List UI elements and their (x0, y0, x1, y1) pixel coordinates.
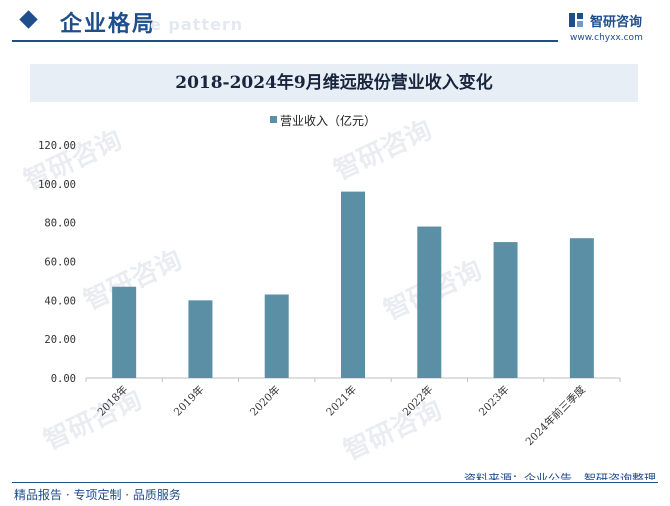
chart-title: 2018-2024年9月维远股份营业收入变化 (175, 73, 493, 93)
x-tick-label: 2018年 (95, 383, 131, 419)
brand-logo-icon (569, 13, 583, 27)
y-tick-label: 100.00 (38, 179, 76, 191)
bar (188, 300, 213, 378)
x-tick-label: 2021年 (324, 383, 360, 419)
bar (264, 294, 289, 378)
brand-url: www.chyxx.com (570, 33, 643, 43)
y-tick-label: 120.00 (38, 140, 76, 152)
footer: 精品报告 · 专项定制 · 品质服务 (0, 480, 670, 506)
bar (569, 238, 594, 378)
y-tick-label: 0.00 (51, 373, 76, 385)
y-tick-label: 80.00 (44, 218, 76, 230)
x-axis: 2018年 2019年 2020年 2021年 2022年 2023年 2024年前三季度 (85, 377, 621, 449)
section-subtitle-ghost: e pattern (150, 15, 244, 34)
x-tick-label: 2023年 (476, 383, 512, 419)
chart-title-band: 2018-2024年9月维远股份营业收入变化 (30, 64, 638, 102)
y-tick-label: 60.00 (44, 257, 76, 269)
bar-chart: 120.00 100.00 80.00 60.00 40.00 20.00 0.00 201… (38, 140, 621, 449)
header: 企业格局 e pattern 智研咨询 www.chyxx.com (0, 0, 670, 44)
footer-slogan: 精品报告 · 专项定制 · 品质服务 (14, 488, 181, 502)
bar (417, 226, 442, 378)
legend-swatch (270, 116, 277, 123)
brand-block: 智研咨询 www.chyxx.com (568, 11, 663, 45)
x-tick-label: 2024年前三季度 (523, 383, 589, 449)
bar (493, 242, 518, 378)
y-axis: 120.00 100.00 80.00 60.00 40.00 20.00 0.00 (38, 140, 76, 385)
x-tick-label: 2020年 (247, 383, 283, 419)
x-tick-label: 2019年 (171, 383, 207, 419)
section-title: 企业格局 (60, 12, 157, 37)
brand-name: 智研咨询 (590, 15, 643, 30)
legend-label: 营业收入（亿元） (280, 114, 377, 128)
header-divider (12, 40, 558, 42)
bar (341, 191, 365, 378)
y-tick-label: 20.00 (44, 334, 76, 346)
y-tick-label: 40.00 (44, 295, 76, 307)
footer-divider (12, 482, 658, 483)
bars (112, 191, 594, 378)
bar (112, 286, 137, 378)
x-tick-label: 2022年 (400, 383, 436, 419)
